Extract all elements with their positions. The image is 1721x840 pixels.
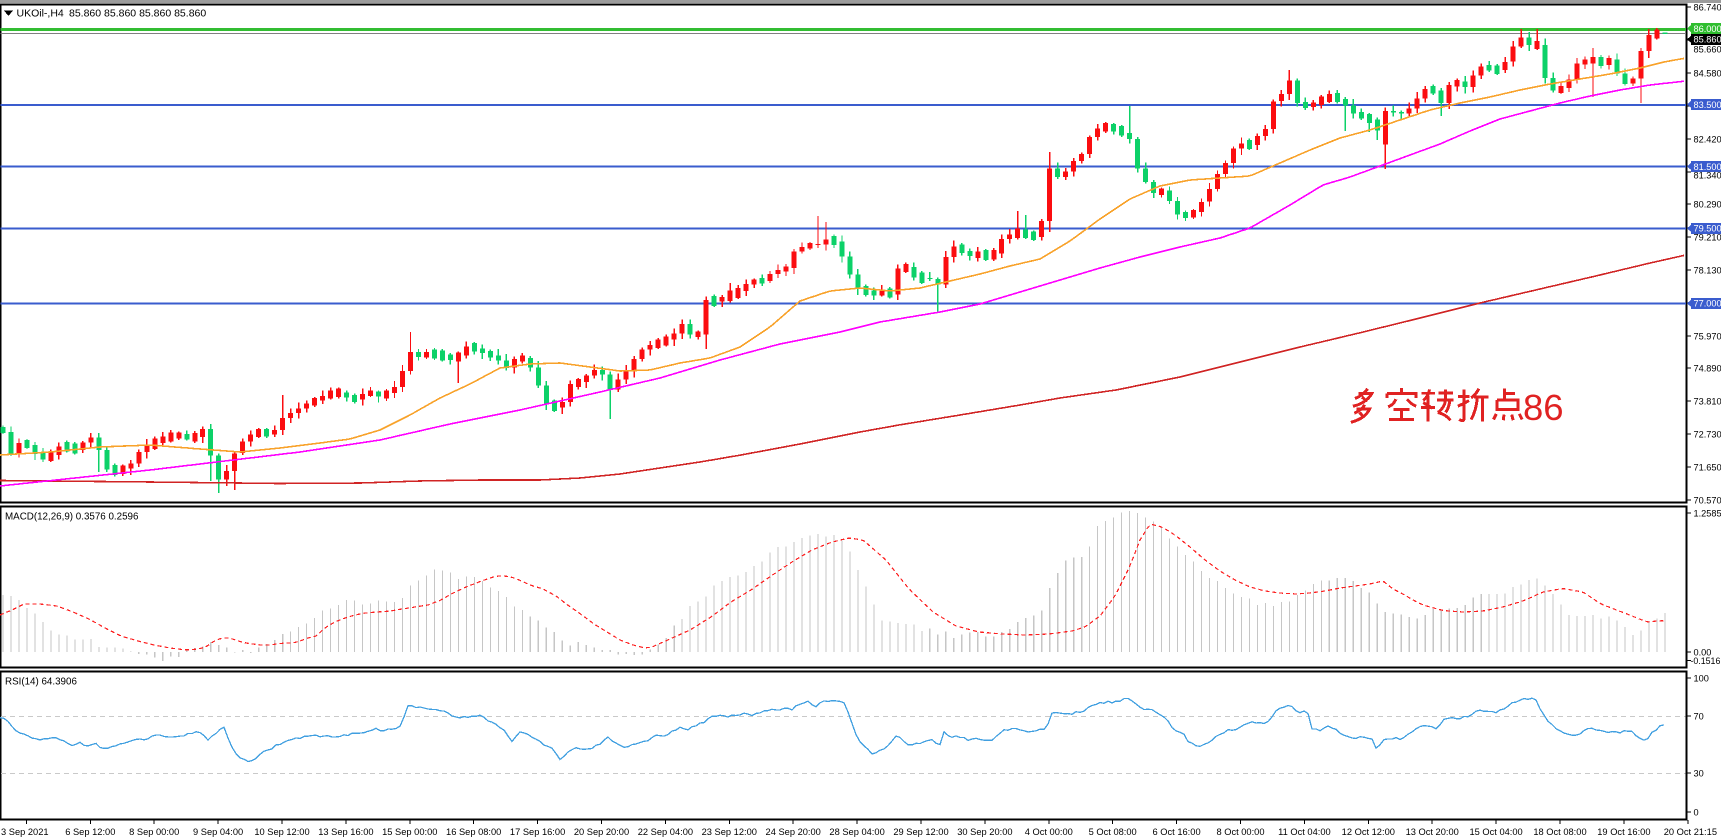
- svg-text:4 Oct 00:00: 4 Oct 00:00: [1025, 827, 1073, 837]
- svg-text:3 Sep 2021: 3 Sep 2021: [1, 827, 49, 837]
- svg-text:73.810: 73.810: [1694, 396, 1721, 406]
- svg-text:79.210: 79.210: [1694, 232, 1721, 242]
- svg-text:20 Sep 20:00: 20 Sep 20:00: [574, 827, 629, 837]
- svg-text:86: 86: [1523, 387, 1564, 428]
- svg-text:72.730: 72.730: [1694, 429, 1721, 439]
- svg-text:5 Oct 08:00: 5 Oct 08:00: [1089, 827, 1137, 837]
- svg-text:22 Sep 04:00: 22 Sep 04:00: [638, 827, 693, 837]
- svg-text:100: 100: [1694, 673, 1709, 683]
- svg-text:12 Oct 12:00: 12 Oct 12:00: [1342, 827, 1395, 837]
- svg-text:86.740: 86.740: [1694, 2, 1721, 12]
- svg-text:29 Sep 12:00: 29 Sep 12:00: [893, 827, 948, 837]
- svg-text:30: 30: [1694, 768, 1704, 778]
- svg-text:75.970: 75.970: [1694, 331, 1721, 341]
- svg-text:20 Oct 21:15: 20 Oct 21:15: [1664, 827, 1717, 837]
- svg-text:11 Oct 04:00: 11 Oct 04:00: [1278, 827, 1331, 837]
- svg-text:17 Sep 16:00: 17 Sep 16:00: [510, 827, 565, 837]
- svg-text:80.290: 80.290: [1694, 199, 1721, 209]
- svg-text:85.660: 85.660: [1694, 44, 1721, 54]
- svg-text:0: 0: [1694, 807, 1699, 817]
- svg-text:28 Sep 04:00: 28 Sep 04:00: [829, 827, 884, 837]
- svg-text:13 Sep 16:00: 13 Sep 16:00: [318, 827, 373, 837]
- svg-text:85.860 85.860 85.860 85.860: 85.860 85.860 85.860 85.860: [69, 8, 206, 20]
- svg-text:15 Oct 04:00: 15 Oct 04:00: [1469, 827, 1522, 837]
- svg-text:81.340: 81.340: [1694, 170, 1721, 180]
- svg-text:6 Oct 16:00: 6 Oct 16:00: [1153, 827, 1201, 837]
- svg-text:85.860: 85.860: [1694, 35, 1721, 45]
- svg-text:70.570: 70.570: [1694, 495, 1721, 505]
- svg-text:19 Oct 16:00: 19 Oct 16:00: [1597, 827, 1650, 837]
- svg-text:16 Sep 08:00: 16 Sep 08:00: [446, 827, 501, 837]
- svg-text:8 Sep 00:00: 8 Sep 00:00: [129, 827, 179, 837]
- svg-text:24 Sep 20:00: 24 Sep 20:00: [766, 827, 821, 837]
- svg-text:70: 70: [1694, 711, 1704, 721]
- svg-text:77.000: 77.000: [1694, 299, 1721, 309]
- svg-text:71.650: 71.650: [1694, 462, 1721, 472]
- svg-text:8 Oct 00:00: 8 Oct 00:00: [1216, 827, 1264, 837]
- svg-text:74.890: 74.890: [1694, 363, 1721, 373]
- svg-text:83.500: 83.500: [1694, 100, 1721, 110]
- svg-text:30 Sep 20:00: 30 Sep 20:00: [957, 827, 1012, 837]
- svg-text:UKOil-,H4: UKOil-,H4: [17, 8, 64, 20]
- svg-text:78.130: 78.130: [1694, 265, 1721, 275]
- svg-text:15 Sep 00:00: 15 Sep 00:00: [382, 827, 437, 837]
- svg-text:86.000: 86.000: [1694, 24, 1721, 34]
- svg-text:79.500: 79.500: [1694, 224, 1721, 234]
- svg-text:0.00: 0.00: [1694, 647, 1712, 657]
- svg-text:9 Sep 04:00: 9 Sep 04:00: [193, 827, 243, 837]
- svg-text:23 Sep 12:00: 23 Sep 12:00: [702, 827, 757, 837]
- svg-text:6 Sep 12:00: 6 Sep 12:00: [65, 827, 115, 837]
- svg-text:84.580: 84.580: [1694, 68, 1721, 78]
- svg-text:MACD(12,26,9) 0.3576 0.2596: MACD(12,26,9) 0.3576 0.2596: [5, 512, 139, 523]
- svg-text:81.500: 81.500: [1694, 162, 1721, 172]
- svg-text:RSI(14) 64.3906: RSI(14) 64.3906: [5, 677, 77, 688]
- svg-text:13 Oct 20:00: 13 Oct 20:00: [1406, 827, 1459, 837]
- svg-text:10 Sep 12:00: 10 Sep 12:00: [254, 827, 309, 837]
- svg-text:18 Oct 08:00: 18 Oct 08:00: [1533, 827, 1586, 837]
- svg-text:1.2585: 1.2585: [1694, 508, 1721, 518]
- svg-text:-0.1516: -0.1516: [1691, 656, 1721, 666]
- svg-text:82.420: 82.420: [1694, 134, 1721, 144]
